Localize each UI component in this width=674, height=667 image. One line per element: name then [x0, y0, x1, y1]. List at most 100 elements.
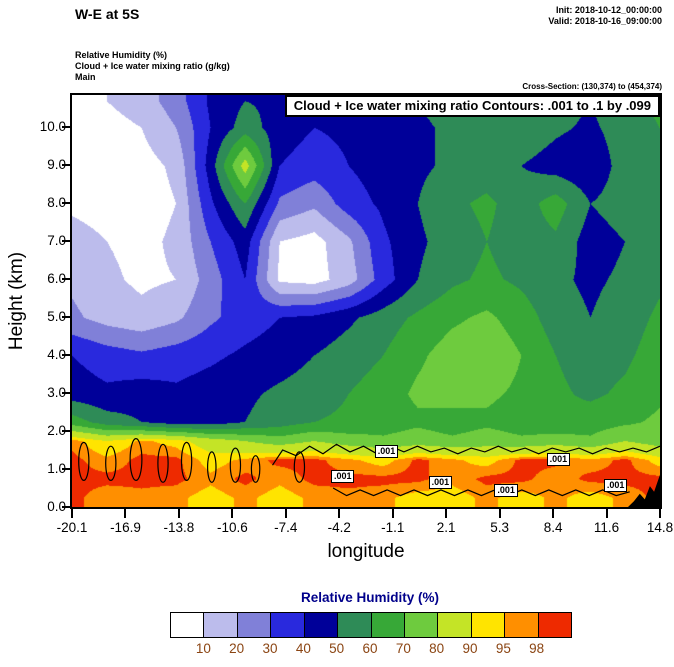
y-tick-mark — [62, 278, 72, 281]
x-tick-mark — [284, 509, 287, 518]
cloud-contour-loop — [157, 443, 169, 483]
colorbar-tick-label: 90 — [462, 641, 478, 656]
y-tick-label: 7.0 — [47, 233, 66, 249]
y-tick-mark — [62, 430, 72, 433]
contour-value-label: .001 — [374, 444, 399, 458]
colorbar-tick-label: 80 — [429, 641, 445, 656]
y-tick-label: 2.0 — [47, 423, 66, 439]
cloud-contour-loop — [250, 455, 261, 483]
x-tick-label: -16.9 — [110, 520, 141, 535]
plot-area: .001 .001 .001 .001 .001 .001 Cloud + Ice wat… — [70, 93, 662, 509]
colorbar-swatch — [270, 613, 304, 637]
y-tick-mark — [62, 240, 72, 243]
colorbar-title: Relative Humidity (%) — [300, 590, 440, 605]
x-tick-mark — [552, 509, 555, 518]
contour-value-label: .001 — [330, 469, 355, 483]
cloud-contour-line — [272, 443, 660, 466]
colorbar-tick-label: 70 — [395, 641, 411, 656]
y-tick-label: 4.0 — [47, 347, 66, 363]
x-tick-mark — [605, 509, 608, 518]
field-relative-humidity: Relative Humidity (%) — [75, 50, 168, 60]
cloud-contour-loop — [78, 441, 90, 481]
cloud-contour-loop — [129, 438, 143, 482]
y-tick-mark — [62, 468, 72, 471]
y-tick-mark — [62, 354, 72, 357]
contour-info-box: Cloud + Ice water mixing ratio Contours:… — [284, 95, 660, 117]
x-tick-label: 2.1 — [436, 520, 456, 535]
colorbar-tick-label: 40 — [295, 641, 311, 656]
contour-labels-layer: .001 .001 .001 .001 .001 .001 — [72, 95, 660, 507]
init-time: Init: 2018-10-12_00:00:00 — [555, 5, 662, 15]
y-tick-label: 8.0 — [47, 195, 66, 211]
plot-title: W-E at 5S — [75, 6, 140, 22]
cloud-contour-loop — [229, 447, 242, 483]
field-list: Relative Humidity (%) Cloud + Ice water … — [75, 50, 230, 83]
y-tick-label: 10.0 — [39, 119, 66, 135]
x-tick-label: -1.1 — [381, 520, 405, 535]
x-tick-label: 11.6 — [593, 520, 620, 535]
colorbar-swatch — [171, 613, 204, 637]
colorbar-swatch — [437, 613, 471, 637]
y-tick-label: 1.0 — [47, 461, 66, 477]
cross-section-label: Cross-Section: (130,374) to (454,374) — [522, 82, 662, 91]
y-tick-label: 9.0 — [47, 157, 66, 173]
x-tick-label: -4.2 — [327, 520, 351, 535]
x-tick-mark — [338, 509, 341, 518]
colorbar-swatch — [337, 613, 371, 637]
cloud-contour-line — [332, 487, 630, 497]
x-tick-mark — [498, 509, 501, 518]
x-tick-mark — [231, 509, 234, 518]
y-tick-mark — [62, 164, 72, 167]
colorbar-tick-label: 30 — [262, 641, 278, 656]
y-tick-label: 6.0 — [47, 271, 66, 287]
cloud-contour-loop — [180, 441, 193, 481]
y-axis-title: Height (km) — [6, 251, 27, 351]
colorbar-swatch — [470, 613, 505, 637]
x-tick-label: -20.1 — [56, 520, 88, 535]
x-tick-mark — [124, 509, 127, 518]
colorbar-tick-label: 98 — [529, 641, 545, 656]
y-tick-label: 0.0 — [47, 499, 66, 514]
run-times: Init: 2018-10-12_00:00:00 Valid: 2018-10… — [548, 5, 662, 27]
x-axis-title: longitude — [327, 541, 405, 562]
x-tick-label: 5.3 — [490, 520, 510, 535]
colorbar-swatch — [537, 613, 572, 637]
colorbar — [170, 612, 572, 638]
rh-field-canvas — [72, 95, 660, 507]
colorbar-swatch — [504, 613, 538, 637]
x-tick-mark — [659, 509, 661, 518]
colorbar-tick-label: 20 — [229, 641, 245, 656]
cloud-contour-loop — [207, 451, 217, 483]
colorbar-swatch — [303, 613, 338, 637]
colorbar-swatch — [203, 613, 237, 637]
x-tick-label: -7.4 — [274, 520, 298, 535]
x-tick-mark — [391, 509, 394, 518]
x-tick-label: -10.6 — [216, 520, 248, 535]
colorbar-tick-label: 95 — [495, 641, 511, 656]
contour-value-label: .001 — [428, 476, 453, 490]
y-tick-label: 5.0 — [47, 309, 66, 325]
y-tick-mark — [62, 126, 72, 129]
x-tick-label: 14.8 — [646, 520, 674, 535]
y-tick-mark — [62, 392, 72, 395]
cloud-contour-loop — [293, 451, 306, 483]
colorbar-swatch — [403, 613, 438, 637]
contour-value-label: .001 — [494, 484, 518, 498]
colorbar-swatch — [370, 613, 404, 637]
x-tick-mark — [445, 509, 448, 518]
x-tick-label: -13.8 — [163, 520, 195, 535]
contour-value-label: .001 — [546, 452, 571, 466]
x-tick-mark — [177, 509, 180, 518]
x-tick-mark — [71, 509, 73, 518]
colorbar-tick-label: 10 — [195, 641, 211, 656]
colorbar-tick-label: 60 — [362, 641, 378, 656]
colorbar-labels: 10 20 30 40 50 60 70 80 90 95 98 — [170, 641, 570, 657]
y-tick-mark — [62, 506, 72, 508]
cloud-contour-loop — [105, 445, 117, 481]
contour-overlay — [78, 438, 660, 507]
colorbar-swatch — [236, 613, 271, 637]
y-tick-mark — [62, 316, 72, 319]
field-domain: Main — [75, 72, 96, 82]
colorbar-tick-label: 50 — [329, 641, 345, 656]
